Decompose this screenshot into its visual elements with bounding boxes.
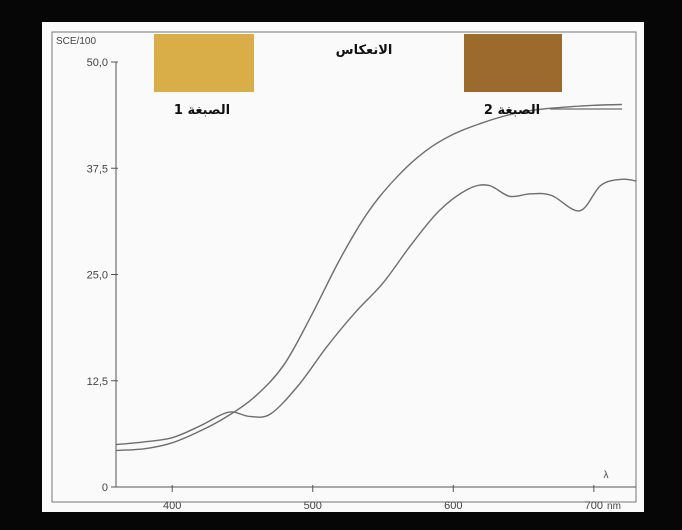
legend-label-1: الصبغة 1 (174, 103, 230, 118)
y-axis-label: SCE/100 (56, 36, 96, 47)
legend: الصبغة 1 الصبغة 2 (154, 34, 622, 118)
x-axis-unit: nm (607, 501, 621, 512)
chart-title: الانعكاس (336, 43, 393, 58)
plot-frame (51, 31, 637, 503)
legend-label-2: الصبغة 2 (484, 103, 540, 118)
y-ticks: 0 12,5 25,0 37,5 50,0 (87, 57, 118, 494)
curves (115, 103, 637, 452)
x-axis-symbol: λ (604, 470, 609, 481)
x-ticks: 400 500 600 700 (163, 485, 603, 512)
x-tick-label: 700 (585, 500, 603, 512)
y-tick-label: 0 (102, 482, 108, 494)
series-line-2 (115, 178, 637, 446)
x-tick-label: 500 (304, 500, 322, 512)
legend-swatch-2 (464, 34, 562, 92)
y-tick-label: 37,5 (87, 163, 108, 175)
y-tick-label: 25,0 (87, 270, 108, 282)
y-tick-label: 50,0 (87, 57, 108, 69)
legend-swatch-1 (154, 34, 254, 92)
x-tick-label: 600 (444, 500, 462, 512)
y-tick-label: 12,5 (87, 376, 108, 388)
series-line-1 (115, 103, 622, 452)
x-tick-label: 400 (163, 500, 181, 512)
